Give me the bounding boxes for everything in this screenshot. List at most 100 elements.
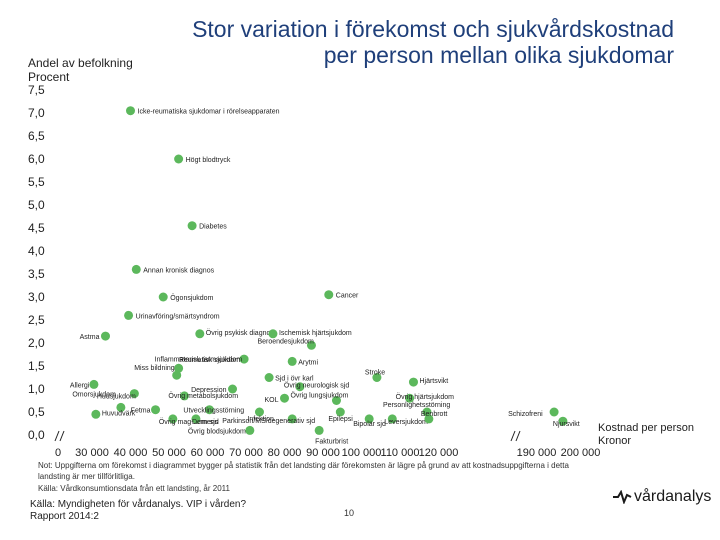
y-tick-label: 1,0 <box>28 382 45 396</box>
data-point <box>254 407 264 417</box>
y-axis-label: Andel av befolkning <box>28 56 133 70</box>
data-point-label: Miss bildning <box>134 365 175 372</box>
x-tick-label: 80 000 <box>268 447 302 459</box>
data-point-label: Stroke <box>365 370 385 377</box>
data-point <box>126 106 135 116</box>
data-point-label: Schizofreni <box>508 411 543 418</box>
x-tick-label: 40 000 <box>114 447 148 459</box>
logo: vårdanalys <box>612 488 711 506</box>
data-point <box>324 290 334 300</box>
data-point <box>335 407 345 417</box>
page-number: 10 <box>344 508 355 518</box>
y-tick-label: 2,5 <box>28 313 45 327</box>
data-point <box>204 405 214 415</box>
y-tick-label: 2,0 <box>28 336 45 350</box>
data-point-label: Utvecklingsstörning <box>183 408 244 415</box>
data-point-label: Övrig neurologisk sjd <box>284 382 349 390</box>
y-tick-label: 6,5 <box>28 129 45 143</box>
axis-break-mark <box>515 430 521 442</box>
y-tick-label: 4,0 <box>28 244 45 258</box>
data-point <box>314 425 324 435</box>
x-tick-label: 190 000 <box>517 447 557 459</box>
data-point <box>187 221 197 231</box>
data-point-label: Övrig metabolsjukdom <box>168 392 238 400</box>
x-tick-label: 200 000 <box>561 447 601 459</box>
y-tick-label: 3,5 <box>28 267 45 281</box>
data-point <box>306 340 316 350</box>
data-point-label: Infektion <box>247 416 274 423</box>
data-point <box>268 329 278 339</box>
axis-break-mark <box>59 430 65 442</box>
chart-title-line1: Stor variation i förekomst och sjukvårds… <box>192 16 674 42</box>
data-point <box>331 396 341 405</box>
data-point-label: Övrig blodsjukdom <box>188 427 246 435</box>
data-point <box>174 154 184 164</box>
data-point-label: Huvudvärk <box>102 410 136 417</box>
data-point <box>129 389 139 399</box>
chart-title-line2: per person mellan olika sjukdomar <box>323 42 674 68</box>
source-citation: Källa: Myndigheten för vårdanalys. VIP i… <box>30 499 246 523</box>
data-point-label: Astma <box>80 334 100 341</box>
y-tick-label: 7,0 <box>28 106 45 120</box>
data-point-label: Depression <box>191 387 227 394</box>
data-point <box>405 393 415 403</box>
data-point <box>124 310 134 320</box>
axis-break-mark <box>510 430 516 442</box>
y-axis-unit: Procent <box>28 70 70 84</box>
data-point-label: Sjd i övr karl <box>275 376 314 383</box>
x-tick-label: 100 000 <box>342 447 382 459</box>
x-axis-unit: Kronor <box>598 435 632 447</box>
data-point-label: Diabetes <box>199 224 227 231</box>
y-tick-label: 4,5 <box>28 221 45 235</box>
data-point-label: Ischemisk hjärtsjukdom <box>279 330 352 337</box>
source-line1: Källa: Myndigheten för vårdanalys. VIP i… <box>30 499 247 510</box>
data-point <box>191 414 201 424</box>
x-tick-label: 90 000 <box>306 447 340 459</box>
data-point-label: Cancer <box>336 293 359 300</box>
data-point-label: Fakturbrist <box>315 438 348 445</box>
data-point <box>422 407 432 417</box>
data-point-label: Njursvikt <box>553 421 580 428</box>
data-point <box>172 370 182 380</box>
x-tick-label: 70 000 <box>229 447 263 459</box>
data-point-label: Reumatisk sjukdom <box>179 357 240 364</box>
logo-mark-icon <box>613 489 632 504</box>
y-tick-label: 0,5 <box>28 405 45 419</box>
data-point-label: Bipolär sjd <box>353 421 386 428</box>
data-point <box>424 414 434 424</box>
data-point <box>91 409 101 419</box>
x-tick-label: 0 <box>55 447 61 459</box>
x-tick-label: 60 000 <box>191 447 225 459</box>
x-tick-label: 30 000 <box>75 447 109 459</box>
note-source-line: Källa: Vårdkonsumtionsdata från ett land… <box>38 484 230 493</box>
data-point <box>280 393 289 403</box>
data-point-label: Övrig mag-tarm-sjd <box>159 418 219 426</box>
data-point <box>89 379 99 389</box>
note-line2: landsting är mer tillförlitliga. <box>38 472 135 481</box>
data-point-label: Fetma <box>131 408 151 415</box>
data-point <box>264 373 274 382</box>
data-point-label: Hudsjukdom <box>97 393 136 400</box>
data-point <box>228 384 238 394</box>
data-point <box>168 414 178 424</box>
data-point-label: Inflammatorisk tarmsjukdom <box>155 356 243 363</box>
data-point <box>387 414 397 424</box>
y-tick-label: 7,5 <box>28 83 45 97</box>
data-point <box>239 354 249 364</box>
data-point-label: Leversjukdom <box>384 419 428 426</box>
data-point-label: Omorsjukdom <box>72 392 116 399</box>
data-point <box>151 405 161 415</box>
data-point-label: Allergi <box>70 382 90 389</box>
logo-text: vårdanalys <box>634 488 712 505</box>
y-tick-label: 5,0 <box>28 198 45 212</box>
data-point-label: Övrig hjärtsjukdom <box>396 393 455 401</box>
source-line2: Rapport 2014:2 <box>30 511 99 522</box>
data-point <box>287 356 297 366</box>
data-point-label: Arytmi <box>298 359 318 366</box>
x-tick-label: 120 000 <box>419 447 459 459</box>
data-point <box>179 391 189 401</box>
data-point <box>131 264 141 274</box>
data-point <box>408 377 418 387</box>
data-point-label: KOL <box>264 397 278 404</box>
data-point-label: Ögonsjukdom <box>170 294 213 302</box>
